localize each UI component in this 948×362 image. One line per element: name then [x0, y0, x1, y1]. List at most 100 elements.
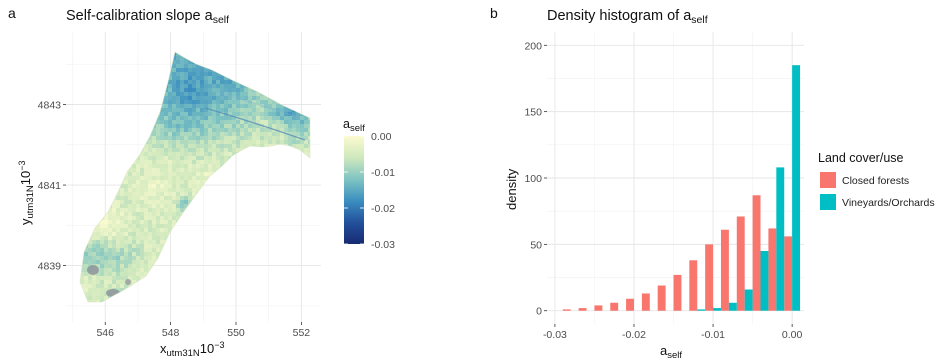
map-cell	[280, 132, 285, 137]
map-cell	[224, 80, 229, 85]
map-cell	[112, 256, 117, 261]
map-cell	[96, 272, 101, 277]
map-cell	[120, 252, 125, 257]
map-cell	[128, 264, 133, 269]
map-cell	[144, 160, 149, 165]
map-cell	[188, 92, 193, 97]
map-cell	[196, 124, 201, 129]
map-cell	[152, 220, 157, 225]
y-tick-label: 0	[536, 306, 542, 318]
map-cell	[100, 280, 105, 285]
map-cell	[120, 204, 125, 209]
map-cell	[80, 268, 85, 273]
map-cell	[264, 140, 269, 145]
map-cell	[148, 204, 153, 209]
map-cell	[248, 92, 253, 97]
map-cell	[268, 100, 273, 105]
map-cell	[176, 152, 181, 157]
map-cell	[308, 140, 310, 145]
map-cell	[212, 88, 217, 93]
map-cell	[204, 140, 209, 145]
map-cell	[176, 156, 181, 161]
map-cell	[172, 112, 177, 117]
map-cell	[148, 180, 153, 185]
map-cell	[164, 96, 169, 101]
map-cell	[172, 148, 177, 153]
map-cell	[172, 216, 177, 221]
map-cell	[164, 92, 169, 97]
map-cell	[116, 260, 121, 265]
map-cell	[200, 108, 205, 113]
map-cell	[180, 68, 185, 73]
x-tick-label: 552	[293, 327, 311, 339]
map-cell	[240, 124, 245, 129]
map-cell	[176, 60, 181, 65]
map-cell	[124, 216, 129, 221]
map-cell	[136, 236, 141, 241]
map-cell	[204, 96, 209, 101]
panel-a-title: Self-calibration slope aself	[66, 8, 229, 26]
map-cell	[188, 96, 193, 101]
map-cell	[188, 180, 193, 185]
y-tick-label: 4841	[38, 180, 62, 192]
map-cell	[180, 88, 185, 93]
map-cell	[168, 96, 173, 101]
map-cell	[92, 296, 97, 301]
map-cell	[96, 236, 101, 241]
map-cell	[264, 128, 269, 133]
map-cell	[200, 132, 205, 137]
map-cell	[244, 96, 249, 101]
map-cell	[168, 128, 173, 133]
map-cell	[92, 288, 97, 293]
map-cell	[292, 144, 297, 149]
map-cell	[200, 160, 205, 165]
map-cell	[176, 204, 181, 209]
map-cell	[264, 112, 269, 117]
map-cell	[184, 200, 189, 205]
map-cell	[128, 224, 133, 229]
map-cell	[232, 88, 237, 93]
map-cell	[160, 136, 165, 141]
map-cell	[88, 256, 93, 261]
map-cell	[216, 124, 221, 129]
map-cell	[128, 184, 133, 189]
map-cell	[236, 104, 241, 109]
map-cell	[108, 264, 113, 269]
map-water-patch	[87, 265, 99, 275]
histogram-bar	[610, 302, 619, 311]
map-cell	[156, 228, 161, 233]
colorbar-gradient	[344, 136, 364, 244]
map-cell	[200, 88, 205, 93]
map-cell	[140, 164, 145, 169]
map-cell	[172, 212, 177, 217]
map-cell	[132, 200, 137, 205]
map-cell	[220, 144, 225, 149]
map-cell	[244, 116, 249, 121]
map-cell	[204, 176, 209, 181]
map-cell	[260, 120, 265, 125]
map-cell	[156, 176, 161, 181]
map-cell	[256, 136, 261, 141]
map-cell	[200, 112, 205, 117]
panel-a-ylabel: yutm31N10−3	[17, 161, 36, 226]
map-cell	[116, 276, 121, 281]
map-cell	[108, 224, 113, 229]
map-cell	[152, 236, 157, 241]
map-cell	[160, 184, 165, 189]
map-cell	[124, 268, 129, 273]
map-cell	[192, 120, 197, 125]
map-cell	[176, 200, 181, 205]
map-cell	[192, 152, 197, 157]
map-cell	[184, 156, 189, 161]
map-cell	[168, 156, 173, 161]
map-cell	[172, 172, 177, 177]
map-cell	[260, 100, 265, 105]
map-cell	[164, 148, 169, 153]
map-cell	[196, 96, 201, 101]
map-cell	[188, 196, 193, 201]
map-cell	[192, 144, 197, 149]
map-cell	[152, 176, 157, 181]
map-cell	[240, 112, 245, 117]
map-cell	[140, 172, 145, 177]
map-cell	[152, 248, 157, 253]
